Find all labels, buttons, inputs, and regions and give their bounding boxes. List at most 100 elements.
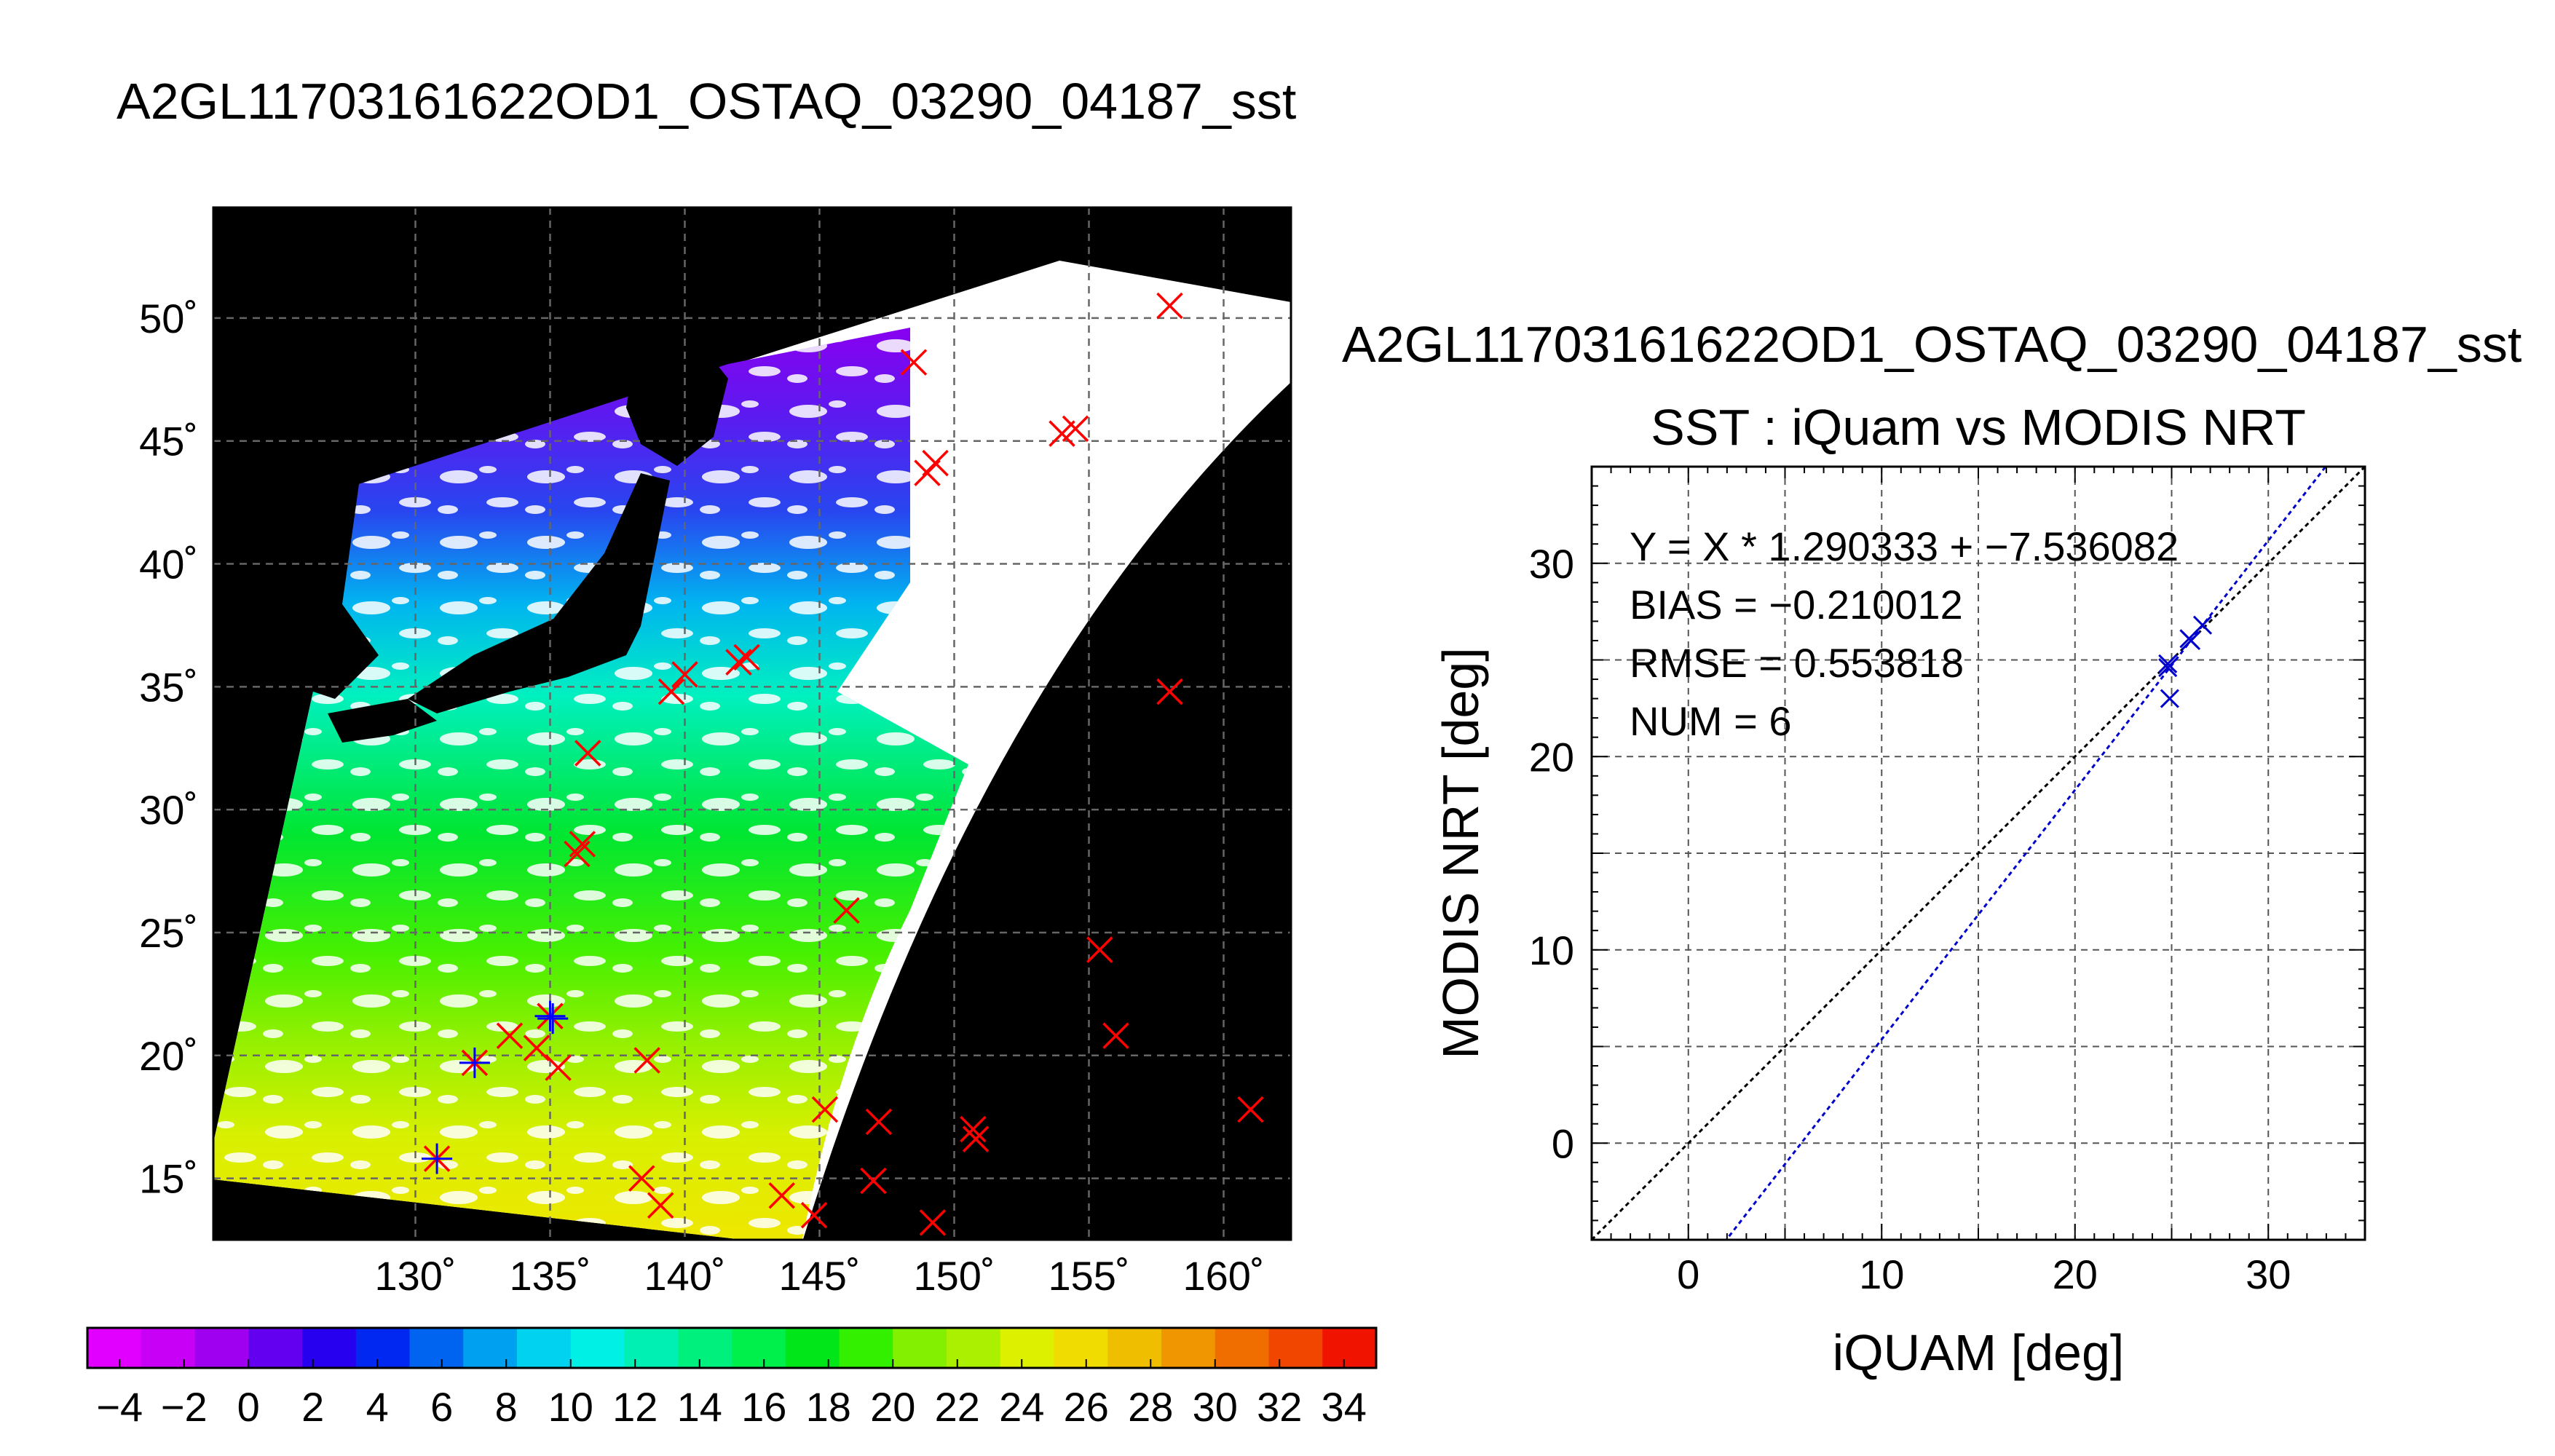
land-honshu bbox=[408, 473, 670, 713]
cloud-cover bbox=[213, 328, 968, 1240]
colorbar-tick-label: 14 bbox=[677, 1384, 722, 1430]
buoy-marker bbox=[800, 1202, 828, 1229]
y-tick-label: 30 bbox=[1529, 541, 1574, 587]
buoy-marker bbox=[657, 678, 685, 705]
buoy-marker bbox=[647, 1192, 674, 1219]
colorbar-tick-label: 30 bbox=[1193, 1384, 1238, 1430]
lat-tick-label: 50˚ bbox=[139, 296, 198, 341]
buoy-marker bbox=[1102, 1022, 1129, 1050]
colorbar-cell bbox=[248, 1328, 303, 1368]
colorbar-tick-label: 24 bbox=[999, 1384, 1044, 1430]
colorbar-tick-label: −2 bbox=[161, 1384, 208, 1430]
scatter-point bbox=[2192, 615, 2213, 635]
colorbar-tick-label: 12 bbox=[612, 1384, 657, 1430]
stats-annotations: Y = X * 1.290333 + −7.536082 BIAS = −0.21… bbox=[1630, 523, 2179, 744]
buoy-marker bbox=[1062, 415, 1089, 443]
colorbar-tick-label: 10 bbox=[548, 1384, 593, 1430]
lon-tick-label: 145˚ bbox=[778, 1253, 860, 1299]
matched-marker bbox=[422, 1143, 453, 1174]
lon-tick-label: 160˚ bbox=[1182, 1253, 1264, 1299]
colorbar-frame bbox=[86, 1326, 1378, 1369]
colorbar-cell bbox=[1322, 1328, 1377, 1368]
stats-annotation-line: BIAS = −0.210012 bbox=[1630, 582, 1963, 628]
colorbar-tick-label: 16 bbox=[741, 1384, 786, 1430]
colorbar-cell bbox=[624, 1328, 679, 1368]
buoy-marker bbox=[900, 349, 928, 376]
buoy-marker bbox=[574, 740, 601, 767]
lon-tick-label: 150˚ bbox=[913, 1253, 995, 1299]
buoy-marker bbox=[833, 897, 860, 924]
map-title: A2GL11703161622OD1_OSTAQ_03290_04187_sst bbox=[117, 73, 1296, 130]
land-korea-china bbox=[213, 484, 379, 728]
colorbar-cell bbox=[678, 1328, 732, 1368]
buoy-marker bbox=[919, 1209, 947, 1236]
land-hokkaido bbox=[626, 342, 728, 466]
x-tick-label: 0 bbox=[1677, 1251, 1699, 1297]
colorbar-tick-label: 26 bbox=[1064, 1384, 1109, 1430]
identity-line bbox=[1592, 467, 2365, 1240]
colorbar-cell bbox=[732, 1328, 786, 1368]
matched-marker bbox=[459, 1047, 490, 1078]
buoy-marker bbox=[733, 644, 760, 671]
matched-marker bbox=[537, 1003, 569, 1034]
colorbar-cell bbox=[409, 1328, 464, 1368]
regression-line bbox=[1725, 467, 2327, 1240]
land-sakhalin bbox=[612, 207, 684, 342]
colorbar-cell bbox=[87, 1328, 142, 1368]
land-kyushu-shikoku bbox=[328, 699, 437, 743]
scatter-plot: SST : iQuam vs MODIS NRT 0 10 20 300102030 … bbox=[1432, 399, 2366, 1381]
colorbar-cell bbox=[463, 1328, 518, 1368]
colorbar-tick-label: 6 bbox=[430, 1384, 453, 1430]
buoy-marker bbox=[633, 1047, 660, 1074]
buoy-marker bbox=[1049, 420, 1075, 447]
lat-tick-label: 45˚ bbox=[139, 419, 198, 464]
map-frame bbox=[212, 206, 1292, 1241]
buoy-marker bbox=[811, 1096, 839, 1123]
x-tick-label: 20 bbox=[2053, 1251, 2098, 1297]
lon-tick-label: 140˚ bbox=[644, 1253, 725, 1299]
scatter-plot-title: SST : iQuam vs MODIS NRT bbox=[1651, 399, 2306, 456]
lat-labels: 50˚ 45˚ 40˚ 35˚ 30˚ 25˚ 20˚ 15˚ bbox=[139, 296, 198, 1202]
buoy-marker bbox=[962, 1125, 990, 1152]
colorbar-tick-label: 0 bbox=[237, 1384, 260, 1430]
colorbar-cell bbox=[1161, 1328, 1216, 1368]
scatter-point bbox=[2158, 658, 2178, 678]
x-tick-label: 10 bbox=[1859, 1251, 1904, 1297]
buoy-marker bbox=[523, 1034, 550, 1061]
stats-annotation-line: RMSE = 0.553818 bbox=[1630, 640, 1964, 686]
colorbar-tick-label: 8 bbox=[495, 1384, 518, 1430]
colorbar-cell bbox=[1000, 1328, 1054, 1368]
stats-annotation-line: Y = X * 1.290333 + −7.536082 bbox=[1630, 523, 2179, 569]
buoy-marker bbox=[1156, 678, 1183, 705]
lon-labels: 130˚ 135˚ 140˚ 145˚ 150˚ 155˚ 160˚ bbox=[374, 1253, 1264, 1299]
colorbar-cell bbox=[1268, 1328, 1323, 1368]
y-tick-label: 20 bbox=[1529, 734, 1574, 780]
buoy-marker bbox=[628, 1165, 655, 1192]
colorbar-tick-label: 32 bbox=[1257, 1384, 1302, 1430]
colorbar-cell bbox=[1215, 1328, 1269, 1368]
colorbar-tick-label: 4 bbox=[366, 1384, 389, 1430]
matched-marker bbox=[534, 1000, 566, 1032]
scatter-point bbox=[2158, 654, 2178, 673]
colorbar-tick-label: 22 bbox=[935, 1384, 980, 1430]
lon-tick-label: 155˚ bbox=[1048, 1253, 1129, 1299]
lon-tick-label: 135˚ bbox=[509, 1253, 591, 1299]
colorbar-cell bbox=[1107, 1328, 1162, 1368]
colorbar-cell bbox=[141, 1328, 195, 1368]
plot-grid bbox=[1592, 467, 2365, 1240]
buoy-marker bbox=[545, 1054, 572, 1081]
buoy-markers bbox=[422, 292, 1264, 1236]
colorbar-tick-label: 2 bbox=[301, 1384, 324, 1430]
x-axis-label: iQUAM [deg] bbox=[1833, 1324, 2125, 1381]
lat-tick-label: 20˚ bbox=[139, 1033, 198, 1079]
x-tick-label: 30 bbox=[2246, 1251, 2291, 1297]
buoy-marker bbox=[960, 1115, 987, 1143]
scatter-point bbox=[2181, 630, 2201, 651]
buoy-marker bbox=[496, 1022, 524, 1050]
buoy-marker bbox=[865, 1108, 893, 1136]
buoy-marker bbox=[569, 831, 596, 858]
plot-ticks: 0 10 20 30 0 10 20 30 bbox=[1529, 466, 2366, 1297]
scatter-point bbox=[2160, 689, 2179, 708]
map-graticule bbox=[213, 207, 1291, 1240]
